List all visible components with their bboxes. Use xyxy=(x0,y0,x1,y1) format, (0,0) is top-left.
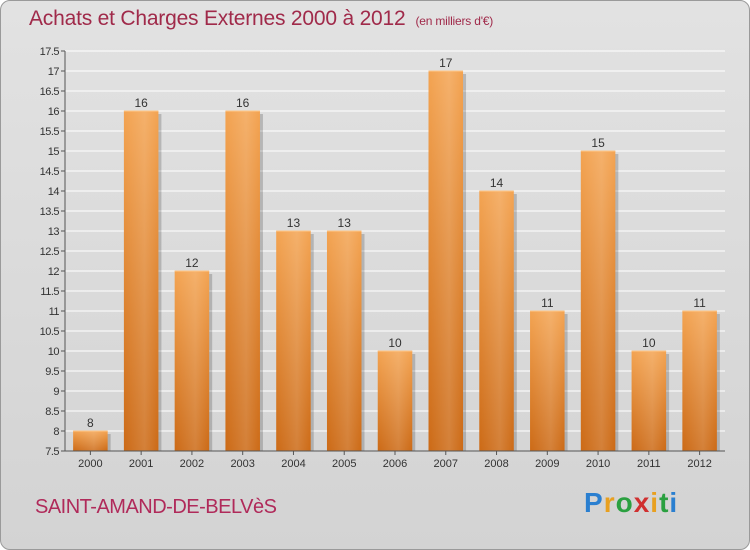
chart-title-text: Achats et Charges Externes 2000 à 2012 xyxy=(29,7,406,30)
x-tick-label: 2011 xyxy=(637,458,661,470)
y-tick-label: 15.5 xyxy=(40,126,60,138)
bar-highlight xyxy=(530,311,565,451)
y-tick-label: 13 xyxy=(48,226,60,238)
x-tick-label: 2001 xyxy=(129,458,153,470)
bar-highlight xyxy=(326,231,362,451)
bar-highlight xyxy=(225,111,260,451)
y-tick-label: 10.5 xyxy=(40,326,60,338)
data-label: 11 xyxy=(693,296,706,310)
y-tick-label: 12 xyxy=(48,266,60,278)
logo-letter: x xyxy=(633,487,651,518)
logo-letter: o xyxy=(615,487,634,518)
y-tick-label: 14 xyxy=(48,186,60,198)
logo-letter: P xyxy=(584,487,604,518)
x-tick-label: 2007 xyxy=(434,458,458,470)
x-tick-label: 2012 xyxy=(687,458,711,470)
bars-group: 8 16 12 16 13 13 10 17 14 11 15 10 11 xyxy=(73,56,720,451)
y-tick-label: 12.5 xyxy=(40,246,60,258)
y-tick-label: 16 xyxy=(48,106,60,118)
y-tick-label: 17.5 xyxy=(40,46,60,58)
bar-highlight xyxy=(377,351,413,451)
bar-highlight xyxy=(479,191,514,451)
bar-highlight xyxy=(682,311,717,451)
axes-group: 7.5 8 8.5 9 9.5 10 10.5 11 11.5 12 12.5 13 13.5 14 14.… xyxy=(40,46,725,470)
x-tick-label: 2006 xyxy=(383,458,407,470)
data-label: 10 xyxy=(388,336,402,350)
bar-highlight xyxy=(174,271,210,451)
proxiti-logo[interactable]: Proxiti xyxy=(584,487,678,519)
y-tick-label: 8 xyxy=(53,426,59,438)
bar-highlight xyxy=(631,351,667,451)
commune-name: SAINT-AMAND-DE-BELVèS xyxy=(35,496,277,518)
data-label: 12 xyxy=(185,256,199,270)
bar-highlight xyxy=(73,431,108,451)
data-label: 16 xyxy=(134,96,148,110)
data-label: 11 xyxy=(541,296,554,310)
y-tick-label: 8.5 xyxy=(45,406,59,418)
data-label: 14 xyxy=(490,176,504,190)
bar-highlight xyxy=(428,71,464,451)
y-tick-label: 10 xyxy=(48,346,60,358)
y-tick-label: 9 xyxy=(53,386,59,398)
y-tick-label: 9.5 xyxy=(45,366,59,378)
chart-subtitle: (en milliers d'€) xyxy=(415,14,494,28)
x-tick-label: 2008 xyxy=(484,458,508,470)
data-label: 17 xyxy=(439,56,453,70)
chart-title: Achats et Charges Externes 2000 à 2012 (e… xyxy=(29,7,493,31)
logo-letter: r xyxy=(603,487,616,518)
y-tick-label: 17 xyxy=(48,66,60,78)
x-tick-label: 2004 xyxy=(281,458,305,470)
logo-letter: t xyxy=(659,487,670,518)
logo-letter: i xyxy=(650,487,660,518)
data-label: 13 xyxy=(287,216,301,230)
x-tick-label: 2000 xyxy=(78,458,102,470)
x-tick-label: 2002 xyxy=(180,458,204,470)
data-label: 10 xyxy=(642,336,656,350)
y-tick-label: 7.5 xyxy=(45,446,59,458)
x-tick-label: 2009 xyxy=(535,458,559,470)
x-tick-label: 2005 xyxy=(332,458,356,470)
data-label: 8 xyxy=(87,416,94,430)
data-label: 13 xyxy=(338,216,352,230)
bar-highlight xyxy=(580,151,616,451)
x-tick-label: 2003 xyxy=(230,458,254,470)
y-tick-label: 11 xyxy=(49,306,60,318)
logo-letter: i xyxy=(669,487,679,518)
data-label: 15 xyxy=(591,136,605,150)
y-tick-label: 16.5 xyxy=(40,86,60,98)
bar-highlight xyxy=(276,231,311,451)
data-label: 16 xyxy=(236,96,250,110)
y-tick-label: 13.5 xyxy=(40,206,60,218)
bar-highlight xyxy=(123,111,159,451)
x-tick-label: 2010 xyxy=(586,458,610,470)
y-tick-label: 14.5 xyxy=(40,166,60,178)
y-tick-label: 15 xyxy=(48,146,60,158)
y-tick-label: 11.5 xyxy=(40,286,59,298)
